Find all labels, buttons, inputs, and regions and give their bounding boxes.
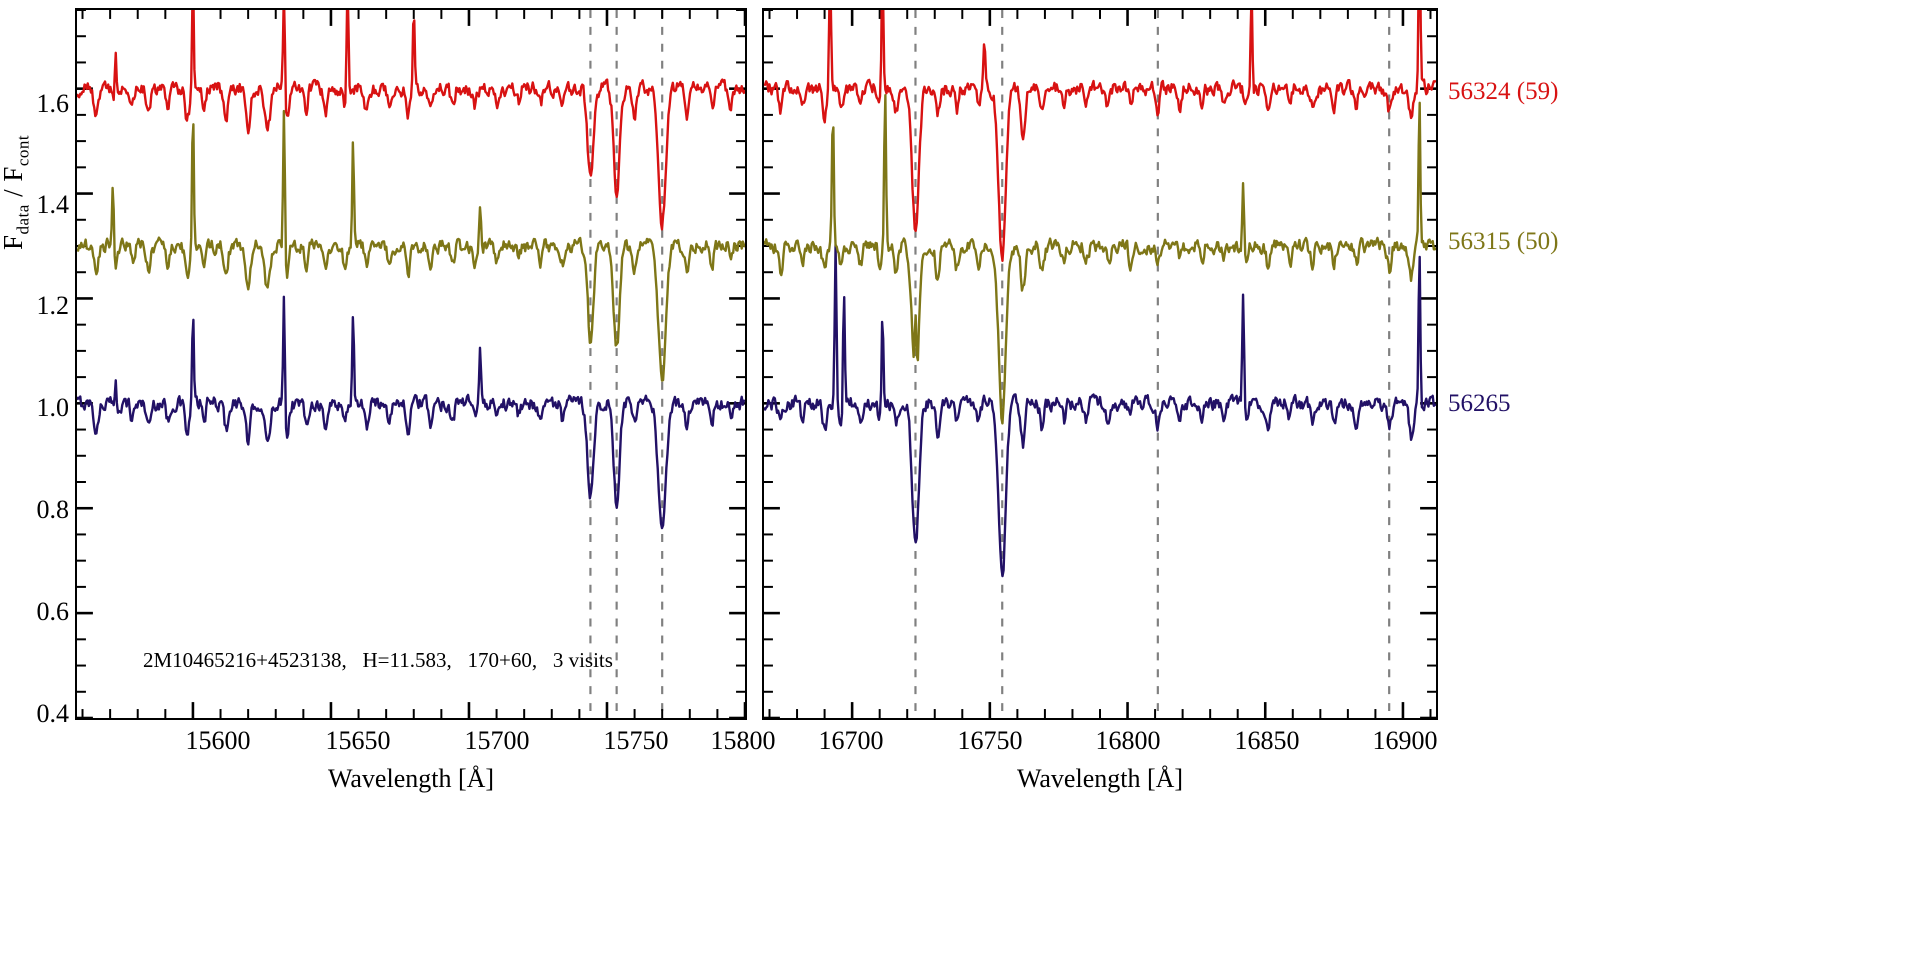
series-label: 56315 (50)	[1448, 228, 1559, 255]
x-tick-label: 15600	[185, 726, 251, 755]
x-tick-label: 16750	[957, 726, 1023, 755]
y-tick-label: 1.4	[36, 190, 70, 219]
spectrum-line-56265	[77, 295, 745, 530]
spectrum-line-56265	[764, 243, 1436, 578]
x-tick-label: 15750	[603, 726, 669, 755]
x-tick-label: 16900	[1372, 726, 1438, 755]
left-spectrum-panel	[75, 8, 747, 720]
series-label: 56324 (59)	[1448, 78, 1559, 105]
y-tick-label: 1.6	[36, 89, 70, 118]
y-tick-label: 0.6	[36, 597, 70, 626]
x-tick-label: 16700	[818, 726, 884, 755]
spectrum-line-56324	[77, 10, 745, 231]
right-plot-area	[764, 10, 1436, 718]
star-annotation: 2M10465216+4523138, H=11.583, 170+60, 3 …	[143, 648, 613, 672]
y-tick-label: 1.0	[36, 393, 70, 422]
y-tick-label-group: 1.6 1.4 1.2 1.0 0.8 0.6 0.4	[5, 8, 70, 728]
y-tick-label: 0.4	[36, 699, 70, 728]
y-tick-label: 1.2	[36, 291, 70, 320]
spectrum-line-56315	[77, 109, 745, 382]
x-tick-label: 15650	[325, 726, 391, 755]
left-plot-area	[77, 10, 745, 718]
y-tick-label: 0.8	[36, 495, 70, 524]
x-tick-label: 15800	[710, 726, 776, 755]
x-tick-label: 16800	[1095, 726, 1161, 755]
right-spectrum-panel	[762, 8, 1438, 720]
x-axis-title: Wavelength [Å]	[1016, 764, 1184, 793]
spectrum-line-56324	[764, 10, 1436, 262]
series-label: 56265	[1448, 390, 1511, 417]
spectrum-line-56315	[764, 94, 1436, 425]
x-axis-title: Wavelength [Å]	[327, 764, 495, 793]
x-tick-label: 15700	[464, 726, 530, 755]
x-tick-label: 16850	[1234, 726, 1300, 755]
